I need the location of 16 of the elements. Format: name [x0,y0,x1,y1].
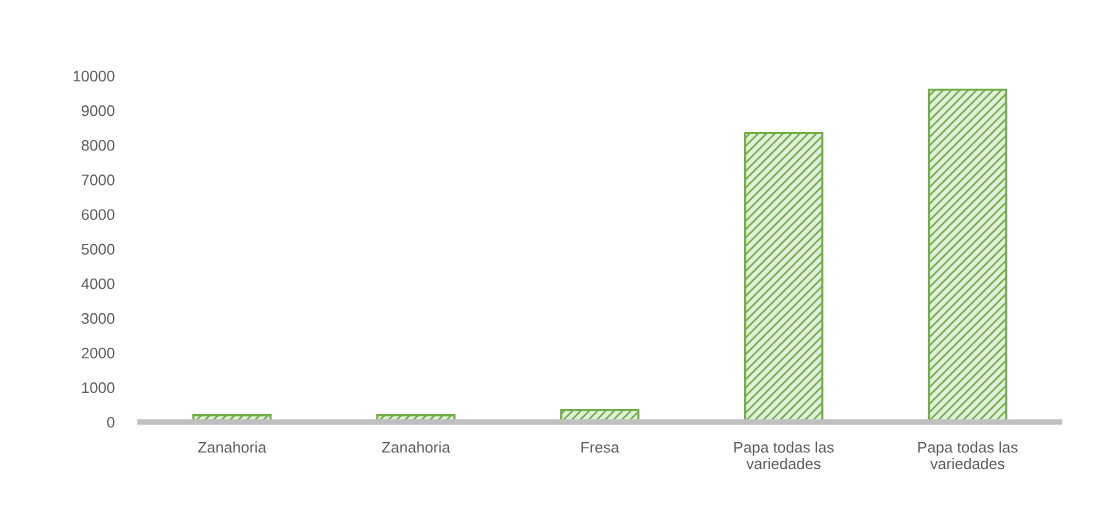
y-tick-label: 7000 [81,174,115,186]
y-tick-label: 0 [107,416,115,428]
y-tick-label: 3000 [81,313,115,324]
x-tick-label: Zanahoria [381,441,451,453]
y-tick-label: 9000 [81,105,115,117]
x-tick-label: Papa todas las variedades [734,441,834,470]
y-tick-label: 6000 [81,209,115,221]
y-tick-label: 2000 [81,347,115,359]
y-tick-label: 10000 [73,70,115,82]
x-tick-label: Zanahoria [198,441,267,453]
y-tick-label: 5000 [81,243,115,255]
x-tick-label: Fresa [581,442,620,453]
x-tick-label: Papa todas las variedades [918,441,1018,470]
y-tick-label: 4000 [81,278,115,290]
y-tick-label: 8000 [81,139,115,151]
y-tick-label: 1000 [82,382,115,394]
